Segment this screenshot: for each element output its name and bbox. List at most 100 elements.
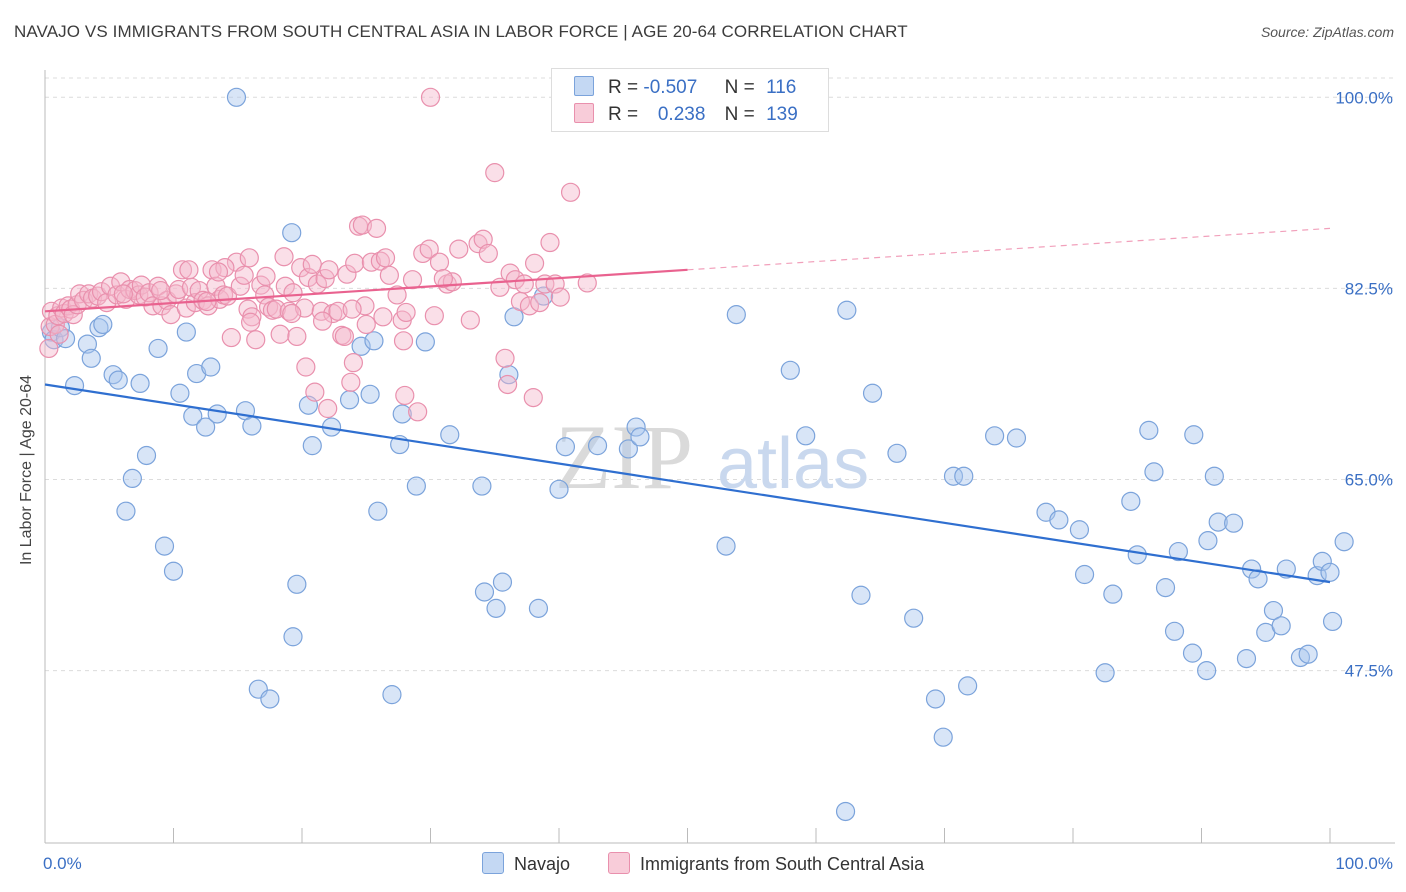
- navajo-point: [1276, 559, 1296, 579]
- legend-n-label: N =: [724, 104, 755, 125]
- y-axis-label: In Labor Force | Age 20-64: [18, 374, 35, 566]
- navajo-point: [1074, 564, 1095, 585]
- immigrants-point: [230, 276, 250, 296]
- legend-row-immigrants: R = 0.238 N = 139: [574, 103, 798, 127]
- navajo-point: [958, 676, 978, 696]
- navajo-point: [1197, 660, 1217, 681]
- immigrants-point: [540, 232, 560, 253]
- immigrants-point: [341, 372, 361, 392]
- immigrants-point: [49, 324, 69, 344]
- navajo-point: [1298, 644, 1318, 664]
- immigrants-point: [337, 264, 357, 284]
- navajo-point: [406, 476, 426, 496]
- series-legend-navajo[interactable]: Navajo: [482, 852, 570, 875]
- navajo-point: [187, 363, 207, 384]
- immigrants-point: [328, 301, 348, 321]
- immigrants-point: [274, 247, 294, 267]
- navajo-point: [1271, 616, 1291, 636]
- axes: [44, 70, 1395, 844]
- immigrants-point: [208, 262, 229, 282]
- navajo-point: [1236, 648, 1257, 669]
- navajo-point: [201, 357, 221, 377]
- immigrants-point: [151, 280, 171, 301]
- immigrants-point: [514, 274, 534, 294]
- immigrants-point: [287, 326, 307, 347]
- navajo-point: [170, 383, 190, 403]
- immigrants-point: [241, 312, 261, 332]
- series-name-immigrants: Immigrants from South Central Asia: [640, 854, 925, 874]
- navajo-point: [283, 627, 303, 647]
- navajo-point: [1144, 462, 1164, 482]
- legend-n-label: N =: [724, 77, 755, 98]
- navajo-point: [360, 384, 380, 404]
- y-tick-label: 47.5%: [1345, 662, 1393, 681]
- navajo-point: [1198, 531, 1218, 551]
- navajo-point: [163, 561, 184, 581]
- immigrants-point: [375, 248, 396, 268]
- legend-swatch-navajo: [574, 76, 594, 96]
- legend-row-navajo: R = -0.507 N = 116: [574, 76, 796, 100]
- immigrants-point: [296, 357, 316, 377]
- navajo-point: [1127, 545, 1147, 565]
- legend-swatch-immigrants: [574, 103, 594, 123]
- navajo-point: [50, 318, 71, 338]
- navajo-point: [64, 375, 85, 396]
- immigrants-point: [342, 299, 362, 319]
- navajo-point: [415, 332, 435, 352]
- navajo-point: [549, 479, 569, 499]
- immigrants-point: [302, 254, 322, 274]
- immigrants-point: [478, 243, 498, 264]
- navajo-point: [1095, 663, 1115, 683]
- immigrants-point: [420, 87, 441, 107]
- immigrants-point: [429, 252, 450, 272]
- navajo-point: [1182, 643, 1203, 663]
- navajo-point: [887, 443, 907, 463]
- navajo-point: [130, 373, 150, 394]
- navajo-point: [835, 801, 856, 822]
- series-legend-immigrants[interactable]: Immigrants from South Central Asia: [608, 852, 924, 875]
- immigrants-point: [283, 283, 303, 303]
- navajo-point: [474, 582, 495, 602]
- navajo-point: [862, 383, 883, 403]
- navajo-point: [925, 689, 946, 709]
- navajo-point: [364, 331, 384, 351]
- navajo-point: [302, 436, 322, 456]
- legend-n-value-immigrants: 139: [766, 104, 798, 125]
- immigrants-point: [473, 229, 493, 249]
- immigrants-point: [282, 303, 302, 324]
- legend-r-value-navajo: -0.507: [643, 77, 698, 98]
- immigrants-point: [113, 284, 133, 304]
- immigrants-point: [402, 270, 423, 290]
- immigrants-point: [279, 301, 299, 321]
- tick-labels: 47.5% 65.0% 82.5% 100.0% 0.0% 100.0%: [43, 88, 1393, 873]
- navajo-point: [796, 426, 816, 446]
- navajo-point: [196, 417, 216, 437]
- navajo-point: [260, 689, 280, 709]
- grid-lines: [45, 77, 1395, 672]
- navajo-point: [1069, 520, 1090, 540]
- navajo-point: [626, 417, 646, 437]
- navajo-point: [1290, 647, 1311, 668]
- navajo-point: [93, 314, 113, 335]
- immigrants-trend-line: [44, 268, 688, 313]
- navajo-point: [77, 334, 98, 354]
- immigrants-point: [246, 330, 266, 350]
- immigrants-point: [352, 215, 372, 235]
- navajo-point: [486, 598, 506, 618]
- x-tick-label: 100.0%: [1335, 854, 1393, 873]
- navajo-point: [1049, 510, 1069, 530]
- navajo-point: [954, 466, 974, 486]
- navajo-point: [587, 436, 608, 456]
- immigrants-point: [256, 266, 276, 286]
- navajo-point: [148, 338, 168, 359]
- series-legend: Navajo Immigrants from South Central Asi…: [0, 852, 1406, 878]
- y-tick-label: 65.0%: [1345, 471, 1393, 490]
- immigrants-point: [524, 253, 545, 273]
- immigrants-point: [523, 388, 543, 408]
- immigrants-point: [550, 287, 570, 307]
- navajo-point: [943, 466, 964, 486]
- immigrants-point: [356, 314, 376, 335]
- immigrants-point: [255, 285, 275, 305]
- immigrants-point: [294, 298, 315, 318]
